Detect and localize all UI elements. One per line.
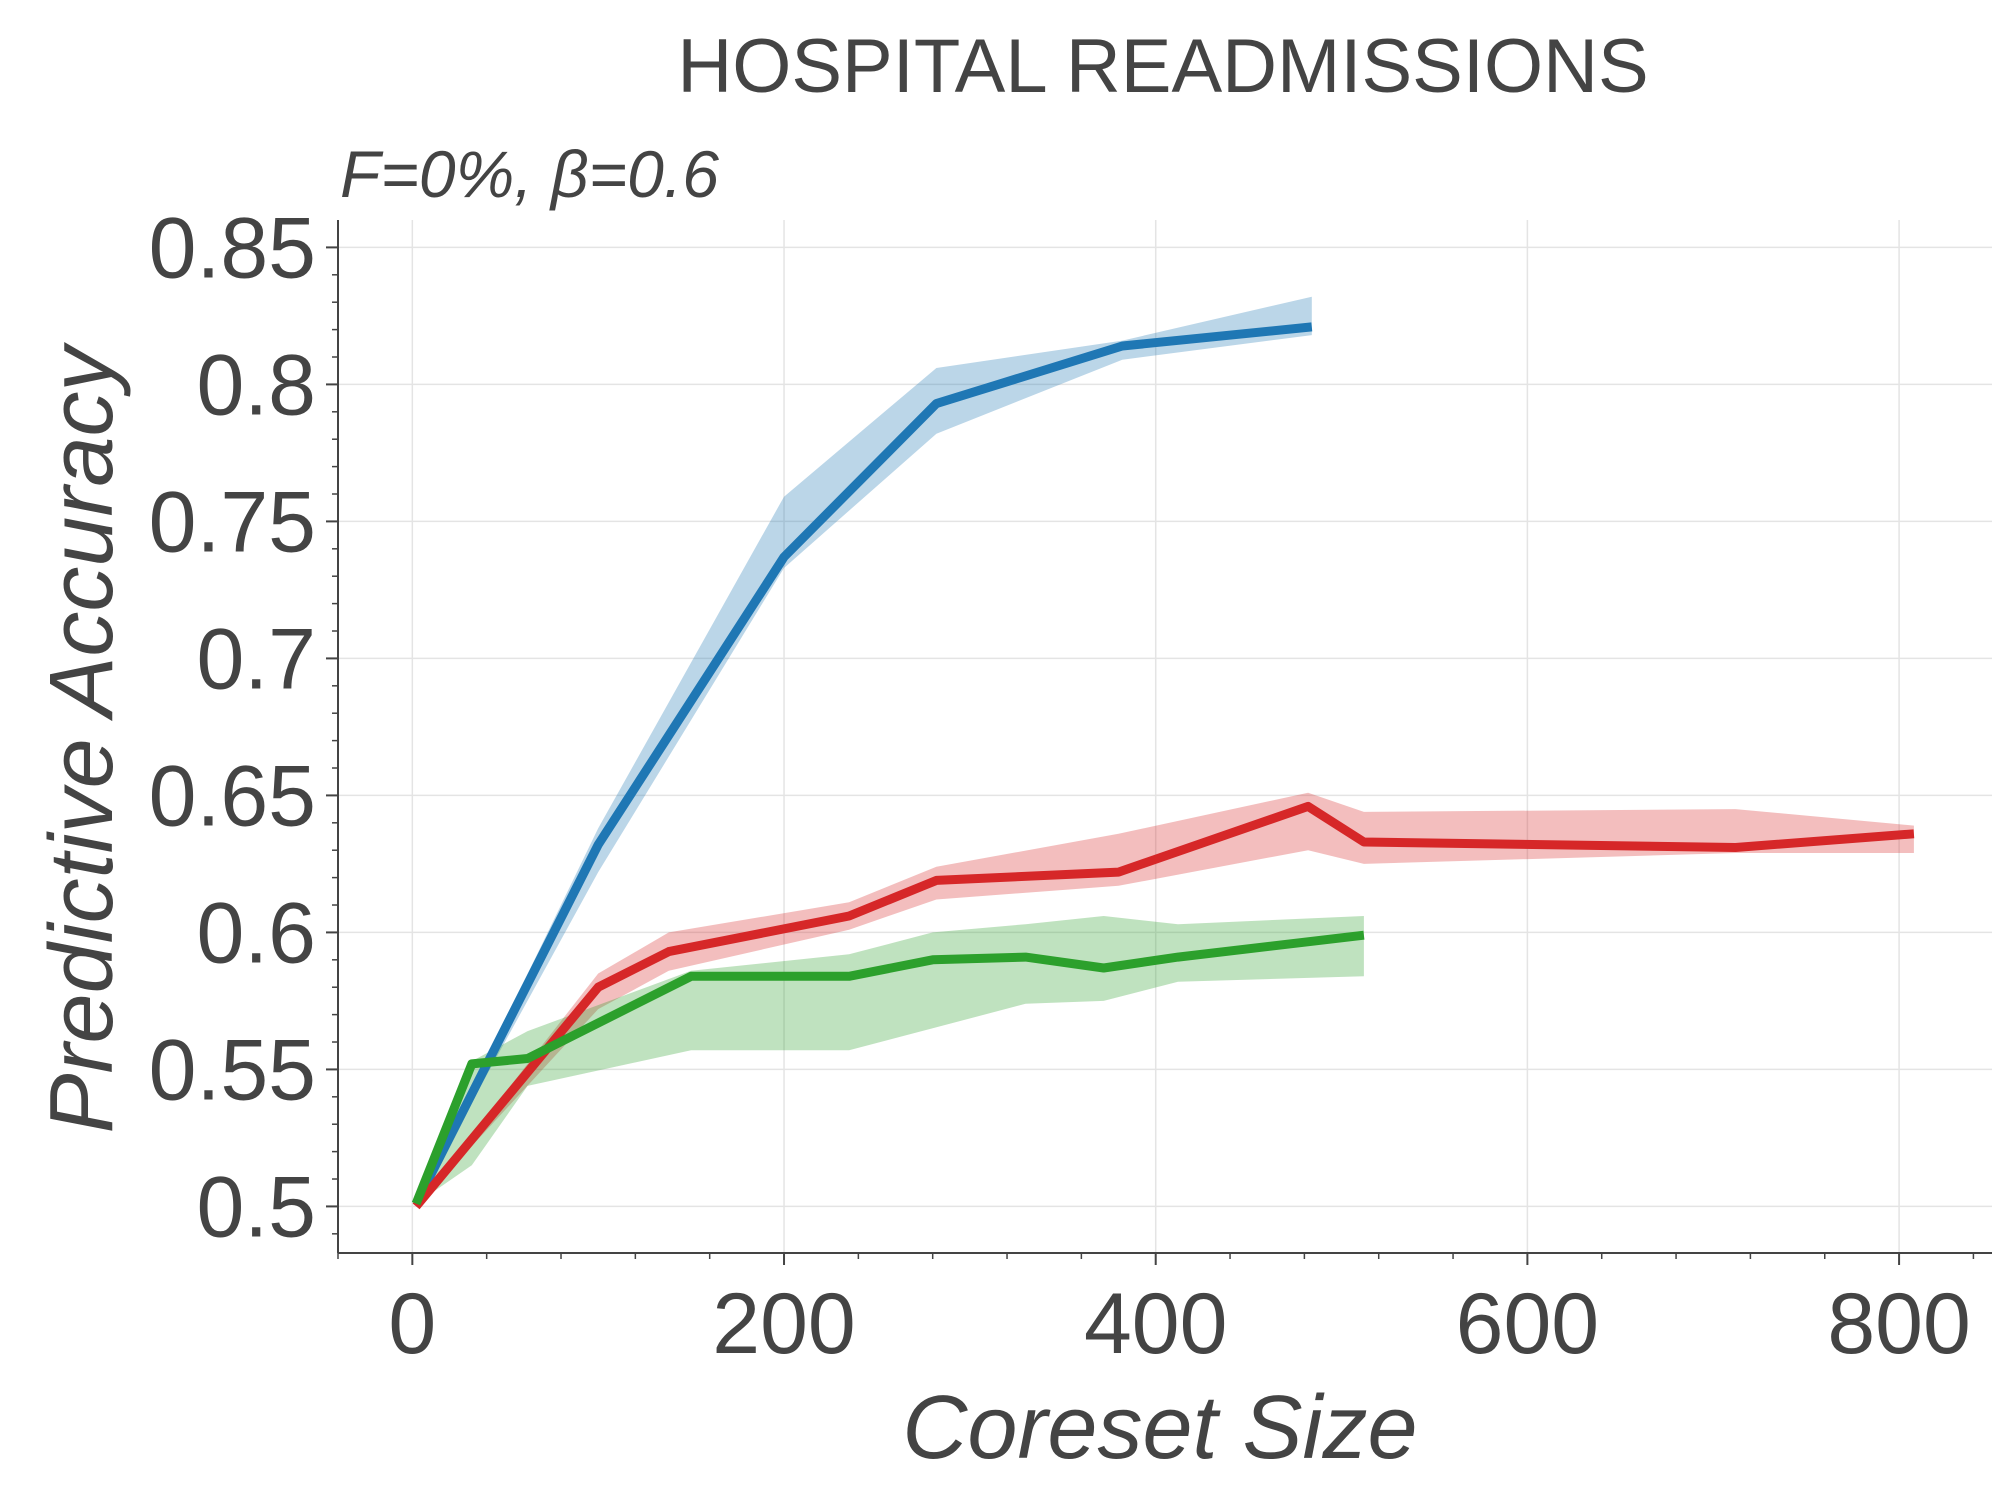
y-tick-label: 0.5 <box>196 1159 316 1255</box>
y-axis-label: Predictive Accuracy <box>32 342 132 1134</box>
x-tick-label: 200 <box>712 1276 856 1372</box>
y-tick-label: 0.7 <box>196 611 316 707</box>
x-tick-label: 0 <box>388 1276 436 1372</box>
series-1-line <box>412 801 1915 1210</box>
y-tick-label: 0.6 <box>196 885 316 981</box>
series-0-line <box>412 322 1313 1206</box>
y-tick-label: 0.65 <box>149 748 316 844</box>
x-tick-label: 600 <box>1456 1276 1600 1372</box>
y-tick-label: 0.8 <box>196 337 316 433</box>
x-tick-label: 800 <box>1827 1276 1971 1372</box>
axis-layer: 0.5 0.55 0.6 0.65 0.7 0.75 0.8 0.85 0 200 400 600 80… <box>149 200 1992 1372</box>
x-axis-label: Coreset Size <box>902 1378 1417 1478</box>
series-1-band <box>416 792 1914 1207</box>
grid-layer <box>338 220 1992 1253</box>
y-tick-label: 0.55 <box>149 1022 316 1118</box>
y-tick-label: 0.75 <box>149 474 316 570</box>
chart-subtitle: F=0%, β=0.6 <box>340 137 719 211</box>
chart-title: HOSPITAL READMISSIONS <box>677 24 1648 109</box>
y-tick-label: 0.85 <box>149 200 316 296</box>
line-layer <box>411 322 1915 1210</box>
series-2-band <box>416 916 1364 1204</box>
series-2-line <box>411 930 1365 1206</box>
x-tick-label: 400 <box>1084 1276 1228 1372</box>
